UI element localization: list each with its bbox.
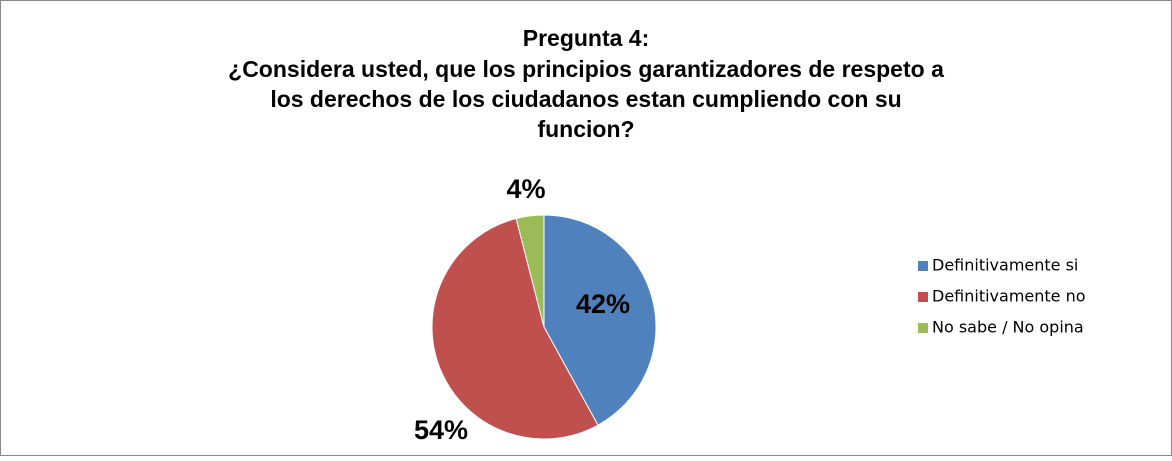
legend-label: Definitivamente si [932, 256, 1078, 275]
chart-title: Pregunta 4: [523, 25, 650, 51]
data-label: 42% [576, 289, 630, 319]
legend-swatch [918, 261, 928, 271]
chart-title: ¿Considera usted, que los principios gar… [228, 56, 944, 82]
legend-swatch [918, 323, 928, 333]
legend-label: Definitivamente no [932, 287, 1086, 306]
chart-title: funcion? [537, 116, 634, 142]
data-label: 4% [506, 174, 545, 204]
legend-label: No sabe / No opina [932, 318, 1084, 337]
pie-slice [543, 214, 657, 426]
legend-swatch [918, 292, 928, 302]
data-label: 54% [414, 415, 468, 445]
pie-slice [515, 214, 545, 328]
pie-slice [431, 217, 599, 440]
chart-title: los derechos de los ciudadanos estan cum… [270, 86, 901, 112]
